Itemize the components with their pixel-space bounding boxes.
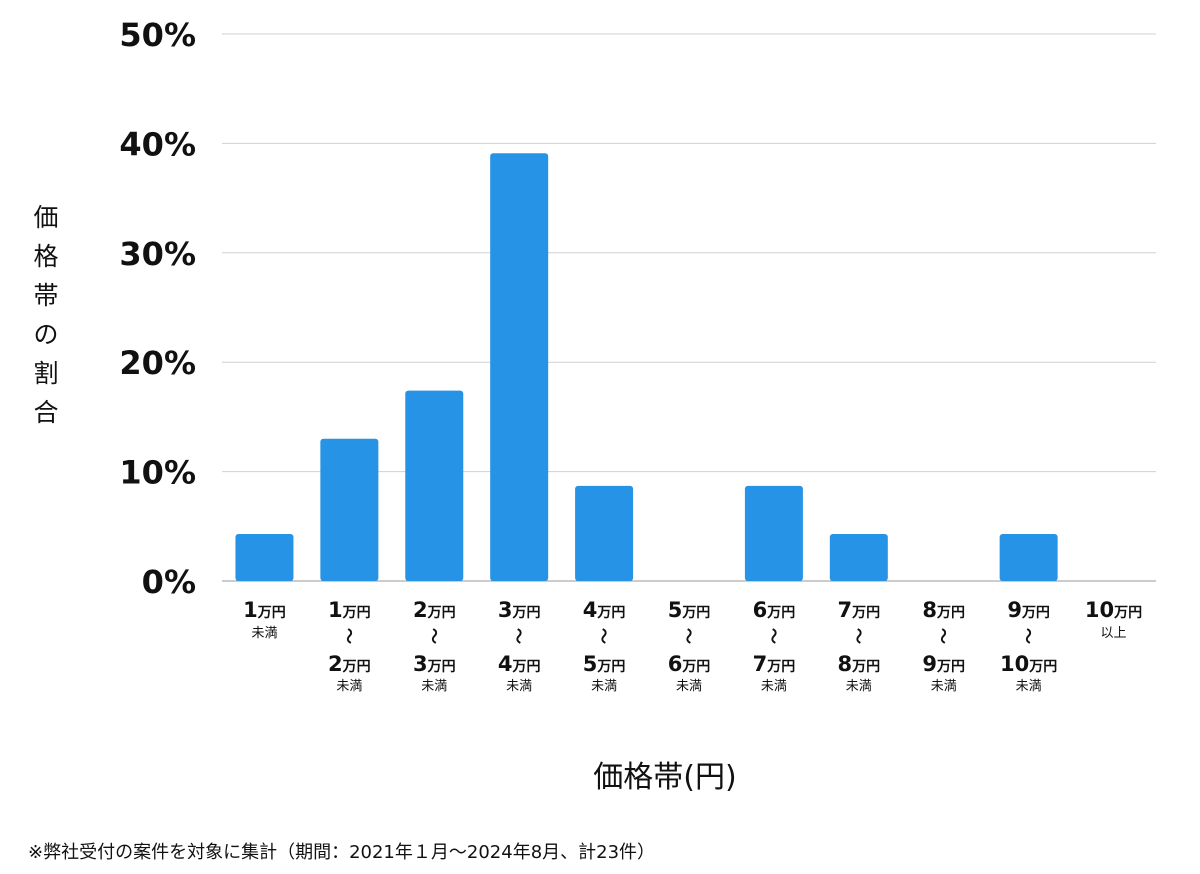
bar — [405, 390, 464, 581]
bar — [320, 438, 379, 581]
x-tick-range-mark: 〜 — [1019, 628, 1038, 644]
x-tick-range-mark: 〜 — [764, 628, 783, 644]
x-tick-suffix: 未満 — [591, 679, 617, 694]
y-tick-label: 30% — [119, 235, 196, 273]
x-tick-to: 3万円 — [413, 652, 456, 676]
x-tick-from: 1万円 — [328, 598, 371, 622]
x-tick-suffix: 未満 — [421, 679, 447, 694]
x-tick-range-mark: 〜 — [424, 628, 443, 644]
x-tick-to: 10万円 — [1000, 652, 1057, 676]
x-tick-range-mark: 〜 — [679, 628, 698, 644]
x-tick-from: 8万円 — [922, 598, 965, 622]
x-tick-to: 9万円 — [922, 652, 965, 676]
x-tick-from: 10万円 — [1085, 598, 1142, 622]
bar — [999, 533, 1058, 581]
footnote: ※弊社受付の案件を対象に集計（期間：2021年１月〜2024年8月、計23件） — [28, 842, 656, 863]
x-tick-suffix: 未満 — [251, 626, 277, 641]
y-tick-label: 0% — [142, 563, 196, 601]
y-tick-label: 10% — [119, 454, 196, 492]
bar — [829, 533, 888, 581]
x-tick-from: 1万円 — [243, 598, 286, 622]
x-tick-to: 7万円 — [753, 652, 796, 676]
x-tick-suffix: 以上 — [1101, 626, 1127, 641]
x-tick-to: 8万円 — [838, 652, 881, 676]
x-tick-from: 5万円 — [668, 598, 711, 622]
y-tick-label: 40% — [119, 125, 196, 163]
bar — [235, 533, 294, 581]
x-tick-from: 3万円 — [498, 598, 541, 622]
bar — [490, 153, 549, 581]
bar — [575, 485, 634, 581]
x-tick-from: 2万円 — [413, 598, 456, 622]
x-tick-range-mark: 〜 — [339, 628, 358, 644]
x-tick-suffix: 未満 — [336, 679, 362, 694]
x-tick-range-mark: 〜 — [849, 628, 868, 644]
x-tick-range-mark: 〜 — [934, 628, 953, 644]
y-axis-label: 価 格 帯 の 割 合 — [33, 203, 59, 427]
x-tick-to: 4万円 — [498, 652, 541, 676]
x-tick-suffix: 未満 — [846, 679, 872, 694]
x-tick-suffix: 未満 — [931, 679, 957, 694]
x-tick-suffix: 未満 — [761, 679, 787, 694]
x-tick-from: 9万円 — [1007, 598, 1050, 622]
y-tick-label: 20% — [119, 344, 196, 382]
x-tick-from: 7万円 — [838, 598, 881, 622]
x-axis-label: 価格帯(円) — [593, 760, 737, 795]
bar — [744, 485, 803, 581]
x-tick-range-mark: 〜 — [509, 628, 528, 644]
x-tick-from: 6万円 — [753, 598, 796, 622]
y-tick-label: 50% — [119, 16, 196, 54]
x-tick-suffix: 未満 — [506, 679, 532, 694]
x-tick-suffix: 未満 — [1016, 679, 1042, 694]
x-tick-to: 5万円 — [583, 652, 626, 676]
x-tick-to: 6万円 — [668, 652, 711, 676]
x-tick-range-mark: 〜 — [594, 628, 613, 644]
x-tick-from: 4万円 — [583, 598, 626, 622]
x-tick-suffix: 未満 — [676, 679, 702, 694]
x-tick-to: 2万円 — [328, 652, 371, 676]
